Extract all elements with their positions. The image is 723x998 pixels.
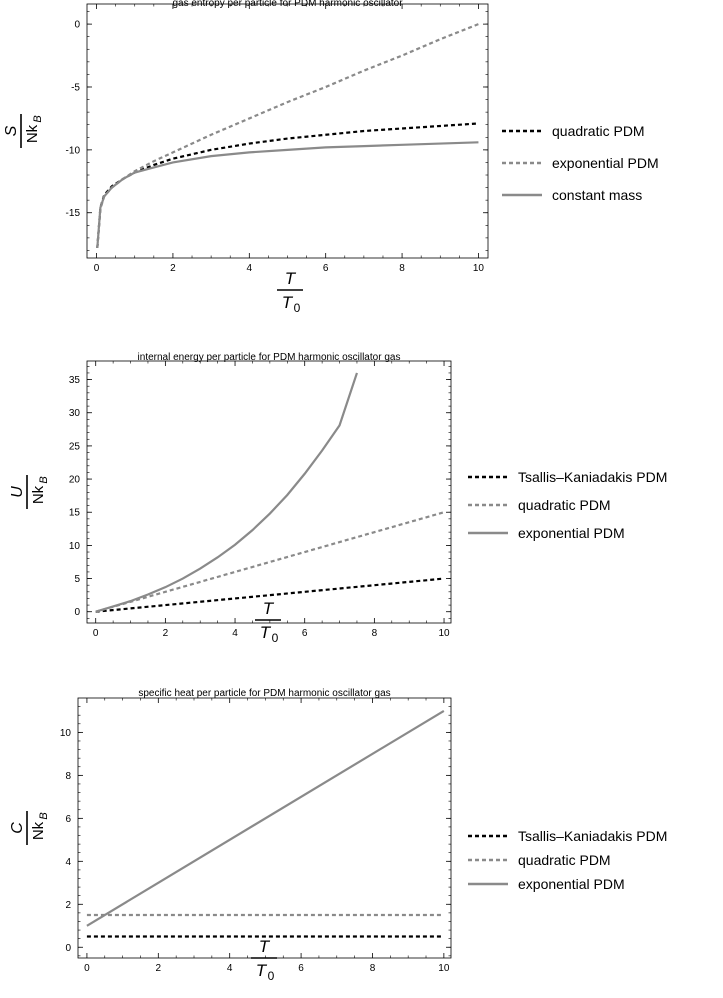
y-tick-label: 30 [69, 408, 81, 419]
y-tick-label: 15 [69, 508, 81, 519]
y-tick-label: 10 [69, 541, 81, 552]
x-tick-label: 6 [323, 263, 329, 274]
y-tick-label: 10 [60, 728, 72, 739]
x-tick-label: 2 [163, 628, 169, 639]
plot-frame [86, 3, 489, 259]
legend-label-2: exponential PDM [518, 876, 625, 892]
x-axis-label: TT 0 [251, 937, 277, 983]
y-tick-label: 4 [65, 857, 71, 868]
legend-label-1: exponential PDM [552, 155, 659, 171]
x-label-denominator: T [282, 293, 294, 312]
x-label-numerator: T [259, 937, 271, 956]
x-label-denominator: T [260, 623, 272, 642]
legend-label-2: exponential PDM [518, 525, 625, 541]
legend: quadratic PDM exponential PDM constant mas… [502, 123, 659, 203]
x-tick-label: 6 [298, 963, 304, 974]
y-tick-label: 0 [74, 20, 80, 31]
y-label-denominator: Nk [30, 821, 47, 840]
x-tick-label: 2 [170, 263, 176, 274]
x-tick-label: 8 [370, 963, 376, 974]
legend-label-1: quadratic PDM [518, 852, 611, 868]
y-tick-label: 6 [65, 814, 71, 825]
y-tick-label: 25 [69, 441, 81, 452]
y-label-subscript: B [32, 115, 44, 122]
x-axis-label: TT 0 [277, 269, 303, 315]
x-tick-label: 4 [227, 963, 233, 974]
x-tick-label: 10 [438, 628, 450, 639]
y-tick-label: 5 [74, 574, 80, 585]
chart-title: gas entropy per particle for PDM harmoni… [172, 0, 403, 9]
y-label-denominator: Nk [30, 485, 47, 504]
legend-label-2: constant mass [552, 187, 642, 203]
x-tick-label: 10 [438, 963, 450, 974]
y-label-numerator: S [3, 125, 20, 136]
legend: Tsallis–Kaniadakis PDM quadratic PDM expon… [468, 469, 667, 541]
y-label-denominator: Nk [24, 124, 41, 143]
x-tick-label: 8 [372, 628, 378, 639]
y-tick-label: -5 [71, 82, 80, 93]
y-tick-label: 35 [69, 375, 81, 386]
series-line-0 [95, 577, 445, 613]
y-label-subscript: B [38, 812, 50, 819]
x-label-numerator: T [263, 599, 275, 618]
x-tick-label: 10 [473, 263, 485, 274]
legend: Tsallis–Kaniadakis PDM quadratic PDM expon… [468, 828, 667, 892]
y-label-numerator: C [9, 822, 26, 834]
y-tick-label: 2 [65, 900, 71, 911]
entropy-chart: gas entropy per particle for PDM harmoni… [3, 0, 659, 315]
x-label-subscript: 0 [272, 631, 279, 645]
plot-area [96, 23, 479, 249]
x-axis-label: TT 0 [255, 599, 281, 645]
plot-frame [86, 360, 452, 624]
y-label-numerator: U [9, 486, 26, 498]
x-tick-label: 0 [94, 263, 100, 274]
y-tick-label: 0 [74, 607, 80, 618]
y-tick-label: -15 [66, 208, 81, 219]
x-tick-label: 4 [247, 263, 253, 274]
y-label-subscript: B [38, 476, 50, 483]
y-axis-label: C Nk B [9, 811, 50, 845]
series-line-2 [95, 372, 358, 613]
specific-heat-chart: specific heat per particle for PDM harmo… [9, 688, 667, 983]
x-label-subscript: 0 [268, 969, 275, 983]
y-tick-label: -10 [66, 145, 81, 156]
plot-area [86, 709, 445, 938]
x-label-denominator: T [256, 961, 268, 980]
y-tick-label: 0 [65, 943, 71, 954]
internal-energy-chart: internal energy per particle for PDM har… [9, 352, 667, 645]
series-line-1 [96, 23, 479, 249]
y-tick-label: 20 [69, 475, 81, 486]
series-line-2 [96, 141, 479, 249]
y-axis-label: U Nk B [9, 475, 50, 509]
x-tick-label: 0 [93, 628, 99, 639]
series-line-2 [86, 709, 445, 927]
series-line-1 [95, 511, 445, 613]
series-line-0 [96, 122, 479, 249]
x-tick-label: 0 [84, 963, 90, 974]
x-tick-label: 6 [302, 628, 308, 639]
x-tick-label: 8 [399, 263, 405, 274]
plot-frame [77, 697, 452, 959]
y-tick-label: 8 [65, 771, 71, 782]
y-axis-label: S Nk B [3, 114, 44, 148]
chart-title: specific heat per particle for PDM harmo… [138, 688, 390, 699]
x-label-subscript: 0 [294, 301, 301, 315]
legend-label-0: Tsallis–Kaniadakis PDM [518, 469, 667, 485]
legend-label-1: quadratic PDM [518, 497, 611, 513]
plot-area [95, 372, 445, 613]
legend-label-0: Tsallis–Kaniadakis PDM [518, 828, 667, 844]
legend-label-0: quadratic PDM [552, 123, 645, 139]
x-label-numerator: T [285, 269, 297, 288]
chart-title: internal energy per particle for PDM har… [138, 352, 401, 363]
x-tick-label: 2 [156, 963, 162, 974]
x-tick-label: 4 [232, 628, 238, 639]
